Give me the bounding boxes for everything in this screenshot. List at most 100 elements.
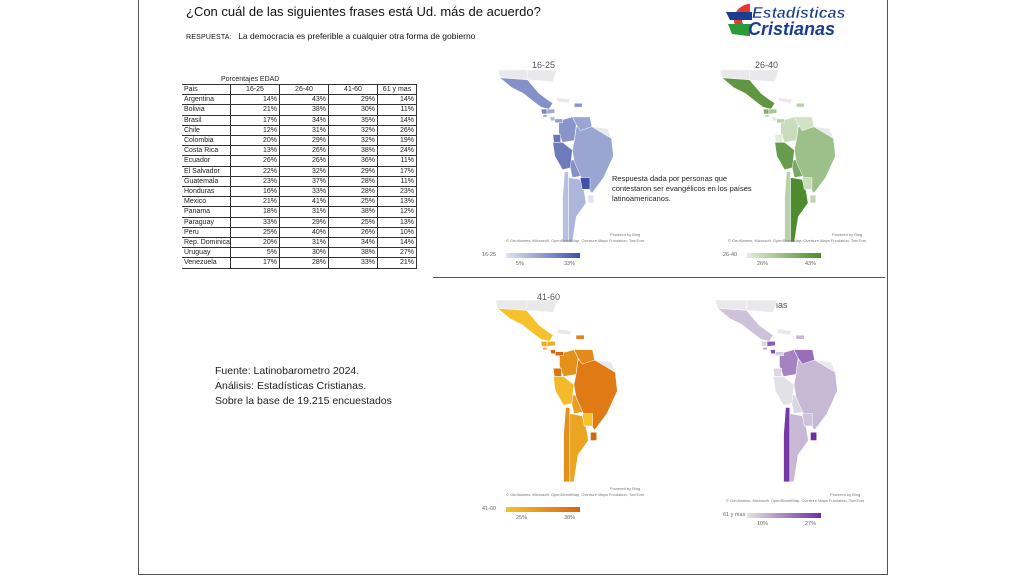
- source-line-3: Sobre la base de 19.215 encuestados: [215, 395, 392, 407]
- column-header: Pais: [182, 83, 231, 95]
- legend-label: 61 y mas: [723, 512, 746, 518]
- country-peru: [774, 142, 795, 171]
- table-row: Rep. Dominicana20%31%34%14%: [182, 237, 417, 248]
- percent-cell: 33%: [279, 186, 329, 197]
- country-cell: Colombia: [182, 135, 231, 146]
- column-header: 41-60: [328, 83, 378, 95]
- percent-cell: 35%: [328, 114, 378, 126]
- percent-cell: 29%: [328, 94, 378, 105]
- percent-cell: 27%: [377, 247, 417, 258]
- country-paraguay: [581, 413, 593, 427]
- percent-cell: 14%: [377, 94, 417, 105]
- percent-cell: 17%: [230, 114, 280, 126]
- logo-swoosh-blue: [726, 12, 752, 20]
- country-cell: Paraguay: [182, 216, 231, 228]
- choropleth-map-61-y-mas: [715, 300, 838, 483]
- country-panama: [554, 118, 563, 124]
- country-rep-dominicana: [574, 103, 583, 108]
- percent-cell: 25%: [230, 226, 280, 238]
- map-title-16-25: 16-25: [532, 60, 556, 70]
- country-el-salvador: [542, 347, 548, 350]
- country-el-salvador: [542, 114, 548, 118]
- percent-cell: 26%: [328, 226, 378, 238]
- country-cell: Chile: [182, 124, 231, 136]
- legend-label: 41-60: [482, 506, 497, 512]
- percent-cell: 18%: [230, 206, 280, 218]
- map-attribution: © GeoNames, Microsoft, OpenStreetMap, Ov…: [728, 238, 867, 243]
- country-mexico: [499, 77, 554, 110]
- percent-cell: 34%: [279, 114, 329, 126]
- percent-cell: 5%: [230, 247, 280, 258]
- response-text: La democracia es preferible a cualquier …: [238, 31, 476, 41]
- country-paraguay: [801, 177, 813, 190]
- legend-max-label: 38%: [564, 515, 576, 521]
- percent-cell: 21%: [230, 196, 280, 207]
- country-uruguay: [810, 432, 817, 441]
- map-title-26-40: 26-40: [755, 60, 779, 70]
- country-honduras: [768, 108, 778, 115]
- percent-cell: 17%: [230, 257, 280, 269]
- legend-gradient-bar: [506, 507, 580, 512]
- country-chile: [562, 171, 569, 243]
- table-row: Mexico 21% 41% 25% 13%: [182, 196, 417, 207]
- table-caption: Porcentajes EDAD: [221, 76, 280, 83]
- country-chile: [784, 171, 791, 243]
- table-row: Uruguay 5% 30% 38% 27%: [182, 247, 417, 258]
- response-line: RESPUESTA: La democracia es preferible a…: [186, 31, 475, 41]
- country-uruguay: [809, 194, 817, 204]
- country-guatemala: [540, 108, 548, 115]
- country-ecuador: [772, 367, 782, 377]
- powered-by-bing: Powered by Bing: [832, 232, 863, 237]
- table-row: Chile 12% 31% 32% 26%: [182, 124, 417, 136]
- powered-by-bing: Powered by Bing: [610, 232, 641, 237]
- percent-cell: 20%: [230, 237, 280, 248]
- map-attribution: © GeoNames, Microsoft, OpenStreetMap, Ov…: [506, 238, 645, 243]
- map-background-land: [556, 97, 571, 104]
- percent-cell: 38%: [328, 145, 378, 156]
- percent-cell: 30%: [328, 104, 378, 116]
- country-costa-rica: [549, 116, 556, 122]
- country-cell: Rep. Dominicana: [182, 237, 231, 248]
- panel-divider: [433, 277, 885, 278]
- percent-cell: 37%: [279, 175, 329, 187]
- map-background-land: [557, 328, 573, 336]
- percent-cell: 12%: [377, 206, 417, 218]
- percent-cell: 29%: [279, 216, 329, 228]
- percent-cell: 38%: [328, 206, 378, 218]
- percent-cell: 34%: [328, 237, 378, 248]
- country-cell: Honduras: [182, 186, 231, 197]
- country-ecuador: [774, 134, 783, 143]
- country-el-salvador: [764, 114, 770, 118]
- country-uruguay: [587, 194, 595, 204]
- percent-cell: 29%: [279, 135, 329, 146]
- percent-cell: 11%: [377, 175, 417, 187]
- percent-cell: 31%: [279, 237, 329, 248]
- country-brasil: [572, 126, 614, 194]
- percent-cell: 13%: [377, 216, 417, 228]
- percent-cell: 32%: [279, 165, 329, 177]
- percent-cell: 26%: [279, 155, 329, 167]
- percent-cell: 38%: [328, 247, 378, 258]
- country-cell: Panama: [182, 206, 231, 218]
- table-row: Peru 25% 40% 26% 10%: [182, 226, 417, 238]
- country-cell: El Salvador: [182, 165, 231, 177]
- country-ecuador: [552, 367, 562, 377]
- note-text: Respuesta dada por personas que contesta…: [612, 174, 752, 203]
- country-paraguay: [801, 413, 813, 427]
- country-honduras: [546, 341, 556, 347]
- table-row: Paraguay 33% 29% 25% 13%: [182, 216, 417, 228]
- table-row: Colombia 20% 29% 32% 19%: [182, 135, 417, 146]
- percent-cell: 25%: [328, 216, 378, 228]
- legend-gradient-bar: [747, 253, 821, 258]
- country-cell: Argentina: [182, 94, 231, 105]
- country-brasil: [573, 359, 618, 431]
- percent-cell: 16%: [230, 186, 280, 197]
- percent-cell: 33%: [230, 216, 280, 228]
- country-ecuador: [552, 134, 561, 143]
- percent-cell: 25%: [328, 196, 378, 207]
- percent-cell: 32%: [328, 124, 378, 136]
- percent-cell: 21%: [230, 104, 280, 116]
- legend-max-label: 27%: [805, 521, 817, 527]
- country-uruguay: [590, 432, 597, 441]
- map-title-41-60: 41-60: [537, 292, 561, 302]
